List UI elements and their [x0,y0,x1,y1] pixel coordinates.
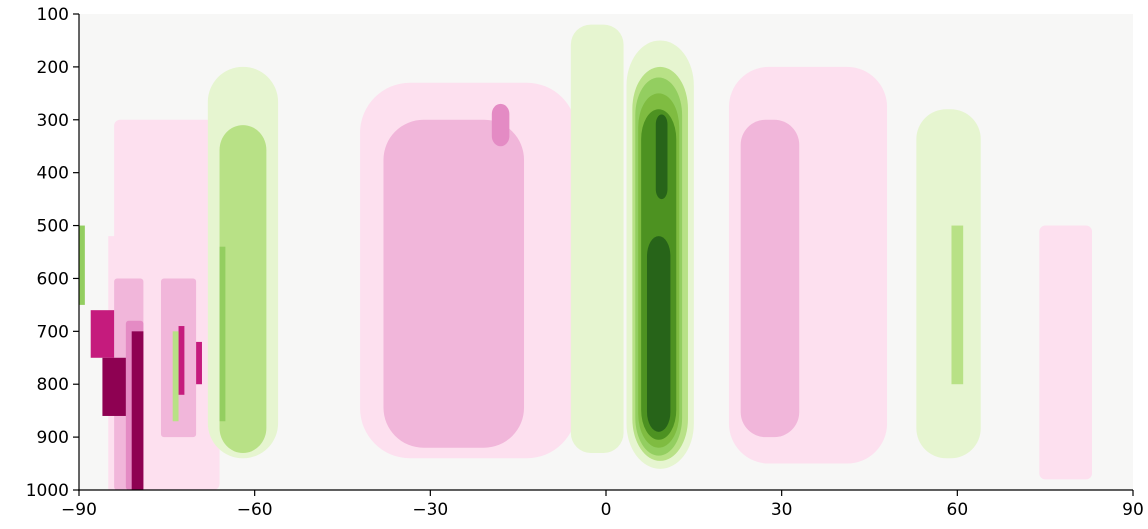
y-tick-label: 200 [37,58,69,78]
y-tick-label: 500 [37,217,69,237]
x-tick-label: 60 [947,500,969,520]
y-tick-label: 600 [37,269,69,289]
x-tick-label: −90 [61,500,97,520]
contour-pos-60n-l1 [916,109,981,459]
x-tick-label: −30 [412,500,448,520]
contour-pos-south-speck [172,331,179,422]
contour-pos-m60-l3 [219,246,226,422]
contour-neg-30n-l2 [740,119,800,438]
contour-pos-m60-l2 [219,125,267,453]
y-tick-label: 900 [37,428,69,448]
contour-field [79,14,1133,490]
contour-neg-south-l4b [178,326,185,395]
x-tick-label: 30 [771,500,793,520]
contour-neg-south-l4a [90,310,115,358]
y-tick-label: 300 [37,111,69,131]
y-tick-label: 700 [37,322,69,342]
x-tick-label: 0 [601,500,612,520]
contour-pos-60n-l2 [951,225,964,385]
contour-pos-eq-l1 [570,24,624,453]
contour-pos-8n-l6a [646,236,671,432]
contour-neg-south-l4c [196,341,202,385]
y-tick-label: 1000 [26,481,69,501]
y-tick-label: 800 [37,375,69,395]
contour-neg-m20-l2 [383,119,525,448]
contour-neg-south-l5a [102,357,126,416]
contour-pos-8n-l6b [655,114,668,200]
y-tick-label: 100 [37,5,69,25]
contour-neg-south-l5b [131,331,144,490]
contour-pos-edge [79,225,85,305]
x-tick-label: −60 [237,500,273,520]
y-tick-label: 400 [37,164,69,184]
axes: −90 −60 −30 0 30 60 90 100 200 300 400 500 600 700 800… [26,5,1144,520]
x-tick-label: 90 [1122,500,1144,520]
contour-neg-80n-l1 [1039,225,1093,480]
contour-neg-m20-l3 [491,103,510,147]
